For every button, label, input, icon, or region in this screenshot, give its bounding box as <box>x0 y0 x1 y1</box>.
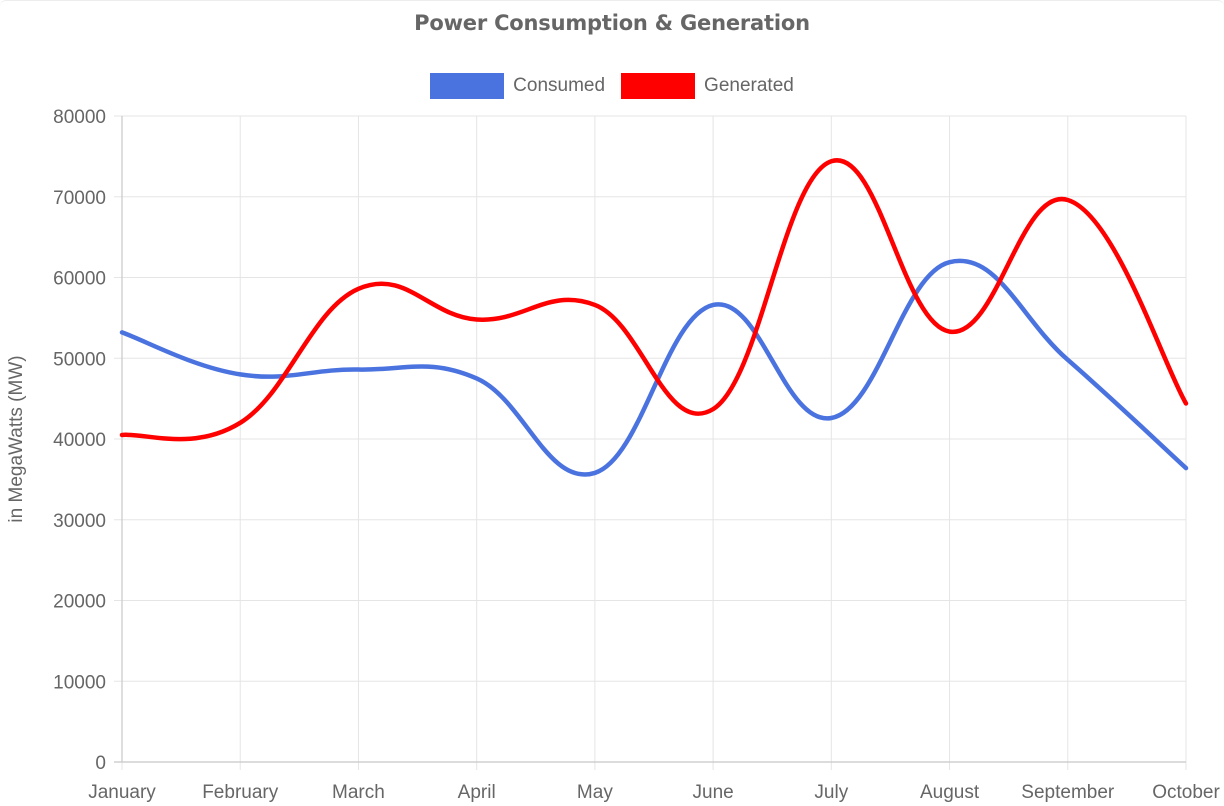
y-tick-label: 40000 <box>53 430 106 451</box>
y-tick-label: 10000 <box>53 672 106 693</box>
y-tick-label: 0 <box>95 753 106 774</box>
y-tick-label: 70000 <box>53 188 106 209</box>
x-tick-label: February <box>202 782 279 803</box>
x-tick-label: January <box>88 782 156 803</box>
x-tick-label: September <box>1021 782 1115 803</box>
series-line-generated <box>122 160 1186 439</box>
x-tick-label: July <box>814 782 848 803</box>
y-tick-label: 60000 <box>53 269 106 290</box>
series-line-consumed <box>122 261 1186 475</box>
x-tick-label: October <box>1152 782 1220 803</box>
y-tick-label: 20000 <box>53 592 106 613</box>
x-tick-label: August <box>920 782 980 803</box>
tick-labels: 0 10000 20000 30000 40000 50000 60000 70000 8000… <box>53 107 1220 803</box>
grid-lines <box>114 116 1186 770</box>
x-tick-label: June <box>693 782 734 803</box>
y-tick-label: 80000 <box>53 107 106 128</box>
series-lines <box>122 160 1186 474</box>
y-tick-label: 50000 <box>53 349 106 370</box>
x-tick-label: April <box>458 782 496 803</box>
x-tick-label: May <box>577 782 613 803</box>
x-tick-label: March <box>332 782 385 803</box>
y-tick-label: 30000 <box>53 511 106 532</box>
y-axis-title: in MegaWatts (MW) <box>6 355 27 522</box>
